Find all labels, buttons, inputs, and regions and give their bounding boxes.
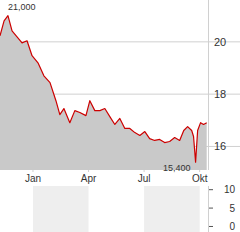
band: [33, 186, 89, 232]
grid-line: [0, 41, 240, 42]
x-tick: [199, 170, 200, 172]
x-tick-label: Jan: [25, 173, 41, 184]
y-tick-label: 0: [229, 221, 235, 232]
annotation: 15,400: [163, 163, 191, 173]
x-tick-label: Jul: [138, 173, 151, 184]
axis-line: [208, 186, 209, 232]
y-tick: [209, 208, 213, 209]
y-tick-label: 5: [229, 203, 235, 214]
y-tick-label: 16: [214, 140, 226, 152]
y-tick: [209, 226, 213, 227]
y-tick-label: 20: [214, 36, 226, 48]
chart: 16 18 20 21,000 15,400 Jan Apr Jul Okt 0 5 10: [0, 0, 240, 232]
y-tick-label: 10: [224, 184, 236, 195]
x-tick: [88, 170, 89, 172]
axis-line: [208, 0, 209, 170]
price-area: [0, 16, 207, 170]
x-tick: [32, 170, 33, 172]
x-tick-label: Okt: [192, 173, 208, 184]
band: [144, 186, 200, 232]
y-tick: [209, 189, 213, 190]
price-line: [0, 16, 207, 162]
volume-area: [33, 186, 200, 232]
annotation: 21,000: [8, 2, 36, 12]
x-tick-label: Apr: [81, 173, 97, 184]
y-tick-label: 18: [214, 88, 226, 100]
plot-area: [0, 16, 207, 170]
x-tick: [144, 170, 145, 172]
